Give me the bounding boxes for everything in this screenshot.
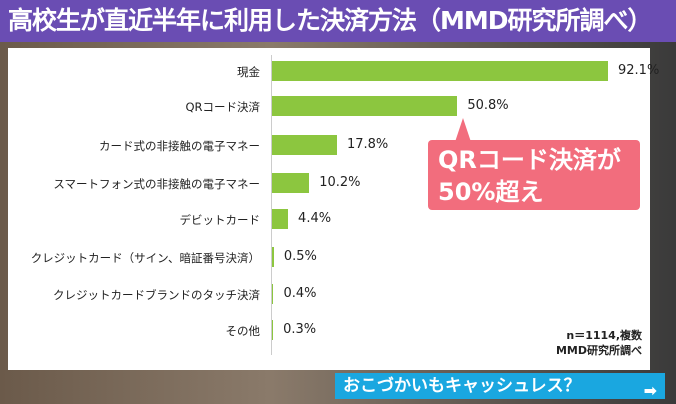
value-label: 50.8% — [467, 98, 509, 113]
bar — [272, 209, 289, 229]
category-label: クレジットカード（サイン、暗証番号決済） — [30, 251, 260, 265]
category-label: QRコード決済 — [185, 100, 260, 114]
value-label: 92.1% — [618, 63, 660, 78]
sample-size: n＝1114,複数 — [566, 329, 642, 342]
callout-pointer — [455, 118, 471, 142]
source-note: n＝1114,複数 MMD研究所調べ — [556, 328, 642, 358]
source: MMD研究所調べ — [555, 344, 642, 357]
bar — [272, 96, 458, 116]
value-label: 17.8% — [346, 137, 389, 152]
callout-line2: 50%超え — [438, 178, 544, 206]
bar — [272, 320, 274, 340]
bar — [272, 135, 337, 155]
arrow-right-icon: ➡ — [643, 381, 657, 400]
y-axis-line — [271, 55, 272, 355]
category-label: その他 — [225, 324, 261, 338]
value-label: 0.4% — [283, 286, 317, 301]
category-label: スマートフォン式の非接触の電子マネー — [53, 177, 260, 191]
value-label: 0.5% — [283, 249, 317, 264]
category-label: 現金 — [237, 65, 260, 79]
value-label: 0.3% — [283, 322, 317, 337]
category-label: カード式の非接触の電子マネー — [99, 139, 260, 153]
value-label: 10.2% — [319, 175, 361, 190]
category-label: クレジットカードブランドのタッチ決済 — [53, 288, 260, 302]
banner-text: おこづかいもキャッシュレス？ — [343, 376, 581, 396]
value-label: 4.4% — [298, 211, 332, 226]
callout-line1: QRコード決済が — [438, 146, 621, 174]
callout: QRコード決済が 50%超え — [428, 140, 640, 210]
bar — [272, 284, 274, 304]
category-label: デビットカード — [179, 213, 261, 227]
bar — [272, 173, 310, 193]
bottom-banner: おこづかいもキャッシュレス？ ➡ — [335, 373, 665, 400]
bar — [272, 247, 274, 267]
chart-title: 高校生が直近半年に利用した決済方法（MMD研究所調べ） — [0, 0, 676, 42]
bar — [272, 61, 608, 81]
